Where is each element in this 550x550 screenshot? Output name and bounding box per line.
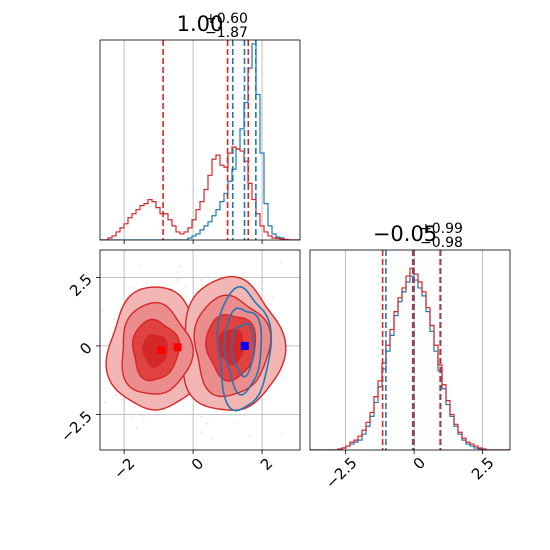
panel-top-left-histograms	[100, 43, 300, 240]
panel-top-left: 1.00 +0.60 −1.87	[99, 11, 301, 244]
panel-top-left-title-sup: +0.60	[205, 11, 248, 27]
bl-xtick-label-2: 2	[257, 454, 276, 473]
bl-blue-contour-0-0	[216, 286, 273, 412]
panel-top-left-title: 1.00	[177, 12, 224, 36]
bl-xtick-label-1: 0	[188, 454, 207, 473]
panel-bottom-left-markers	[157, 341, 249, 354]
bl-ytick-label-1: 0	[76, 339, 95, 358]
panel-top-left-frame	[99, 39, 301, 241]
br-xtick-label-1: 0	[410, 454, 429, 473]
tl-hist-series-0	[100, 43, 300, 240]
panel-bottom-right-ticks: −2.5 0 2.5	[322, 450, 498, 492]
panel-bottom-right: −2.5 0 2.5 −0.05 +0.99 −0.98	[309, 221, 511, 492]
panel-bottom-left-frame	[99, 249, 301, 451]
br-xtick-label-2: 2.5	[468, 454, 498, 484]
panel-top-left-grid	[123, 40, 263, 240]
br-hist-series-1	[310, 267, 510, 450]
panel-bottom-right-title: −0.05	[373, 222, 437, 246]
bl-marker-0-1	[173, 343, 182, 352]
bl-blue-contour-1-0	[223, 307, 263, 396]
bl-xtick-label-0: −2	[110, 454, 138, 482]
panel-bottom-right-histograms	[310, 267, 510, 450]
panel-top-left-title-sub: −1.87	[205, 25, 248, 41]
bl-red-contour-3-0	[142, 334, 168, 368]
panel-top-left-quantile-lines	[162, 40, 257, 240]
br-xtick-label-0: −2.5	[322, 454, 360, 492]
bl-marker-0-0	[157, 346, 166, 354]
panel-top-left-ticks	[123, 240, 263, 244]
bl-marker-1-0	[240, 341, 249, 350]
bl-ytick-label-0: −2.5	[57, 407, 95, 445]
bl-blue-contour-2-0	[230, 322, 255, 378]
tl-hist-series-1	[100, 146, 300, 240]
panel-bottom-right-quantile-lines	[381, 250, 442, 450]
panel-bottom-right-title-sub: −0.98	[420, 235, 463, 251]
panel-bottom-left-contours	[100, 261, 287, 440]
panel-bottom-left: −2 0 2 −2.5 0 2.5	[57, 249, 301, 483]
panel-bottom-right-frame	[309, 249, 511, 451]
bl-ytick-label-2: 2.5	[66, 270, 96, 300]
panel-bottom-right-title-sup: +0.99	[420, 221, 463, 237]
